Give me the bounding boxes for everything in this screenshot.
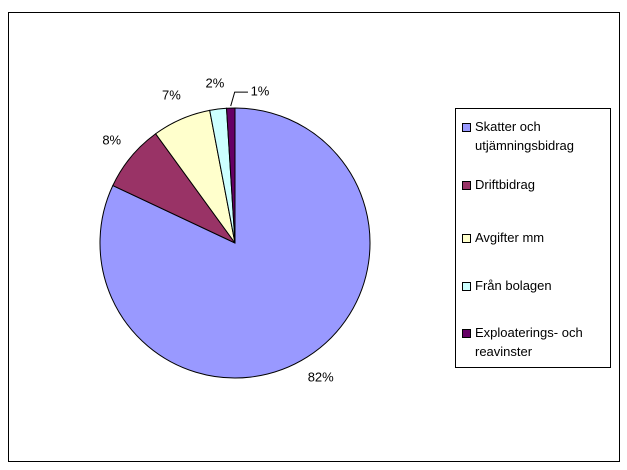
legend-item: Från bolagen [462,276,608,295]
legend-swatch [462,234,471,243]
legend-label: Exploaterings- och reavinster [475,325,583,359]
legend-label: Driftbidrag [475,177,535,192]
legend-item: Exploaterings- och reavinster [462,323,608,361]
legend: Skatter och utjämningsbidrag Driftbidrag A… [455,108,611,368]
legend-swatch [462,123,471,132]
pie-slice [225,107,236,244]
legend-label: Skatter och utjämningsbidrag [475,119,575,153]
leader-line [230,91,248,107]
legend-item: Skatter och utjämningsbidrag [462,117,608,155]
legend-swatch [462,181,471,190]
data-label: 8% [102,132,121,147]
data-label: 2% [206,76,225,91]
legend-item: Avgifter mm [462,228,608,247]
data-label: 82% [308,370,334,385]
legend-label: Från bolagen [475,278,552,293]
legend-swatch [462,282,471,291]
legend-item: Driftbidrag [462,175,608,194]
data-label: 7% [162,88,181,103]
legend-swatch [462,329,471,338]
legend-label: Avgifter mm [475,230,545,245]
data-label: 1% [251,84,270,99]
